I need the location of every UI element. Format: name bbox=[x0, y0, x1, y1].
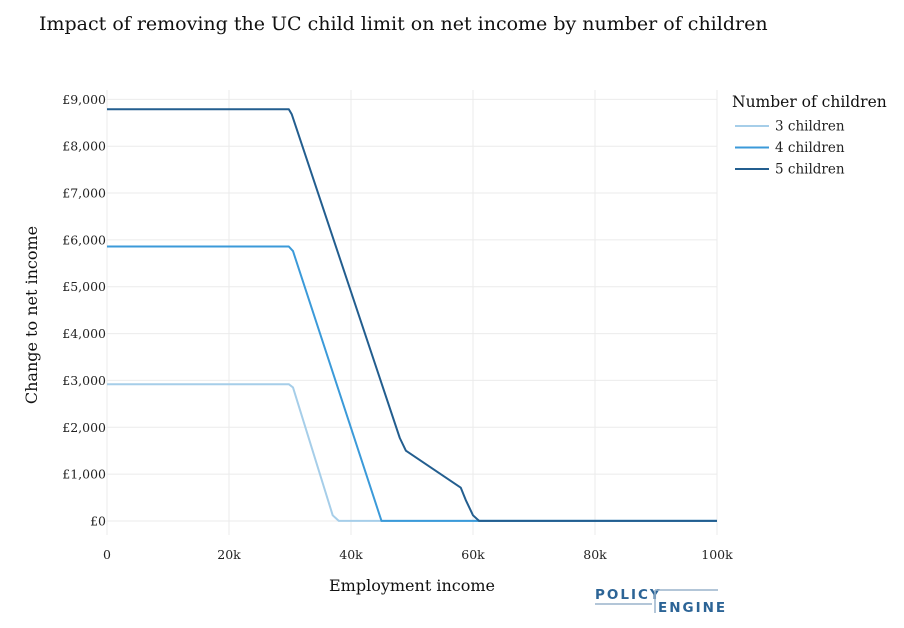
y-axis-ticks: £0 £1,000 £2,000 £3,000 £4,000 £5,000 £6,000 £7… bbox=[62, 92, 106, 529]
logo-text-policy: POLICY bbox=[595, 587, 662, 603]
series-line-3-children bbox=[107, 383, 717, 522]
x-axis-title: Employment income bbox=[329, 576, 495, 595]
x-tick-label: 80k bbox=[583, 547, 607, 562]
x-tick-label: 60k bbox=[461, 547, 485, 562]
y-tick-label: £9,000 bbox=[62, 92, 106, 107]
x-axis-ticks: 0 20k 40k 60k 80k 100k bbox=[103, 547, 733, 562]
y-tick-label: £7,000 bbox=[62, 186, 106, 201]
legend-items: 3 children 4 children 5 children bbox=[735, 119, 845, 178]
y-tick-label: £5,000 bbox=[62, 279, 106, 294]
y-tick-label: £4,000 bbox=[62, 326, 106, 341]
series-line-4-children bbox=[107, 245, 717, 522]
legend-label: 4 children bbox=[775, 140, 845, 156]
y-tick-label: £1,000 bbox=[62, 467, 106, 482]
series-line-5-children bbox=[107, 108, 717, 522]
y-tick-label: £0 bbox=[90, 513, 106, 528]
logo-text-engine: ENGINE bbox=[658, 600, 727, 616]
y-tick-label: £6,000 bbox=[62, 232, 106, 247]
series-lines bbox=[107, 108, 717, 522]
y-axis-title: Change to net income bbox=[22, 226, 41, 404]
x-tick-label: 100k bbox=[701, 547, 733, 562]
y-tick-label: £2,000 bbox=[62, 420, 106, 435]
x-tick-label: 0 bbox=[103, 547, 111, 562]
legend-title: Number of children bbox=[732, 93, 887, 111]
y-tick-label: £3,000 bbox=[62, 373, 106, 388]
legend-label: 3 children bbox=[775, 119, 845, 135]
legend-label: 5 children bbox=[775, 162, 845, 178]
legend: Number of children 3 children 4 children 5… bbox=[732, 93, 887, 178]
x-tick-label: 40k bbox=[339, 547, 363, 562]
grid bbox=[106, 90, 718, 535]
y-tick-label: £8,000 bbox=[62, 139, 106, 154]
x-tick-label: 20k bbox=[217, 547, 241, 562]
policyengine-logo: POLICY ENGINE bbox=[595, 587, 727, 616]
chart-title: Impact of removing the UC child limit on… bbox=[39, 13, 768, 35]
